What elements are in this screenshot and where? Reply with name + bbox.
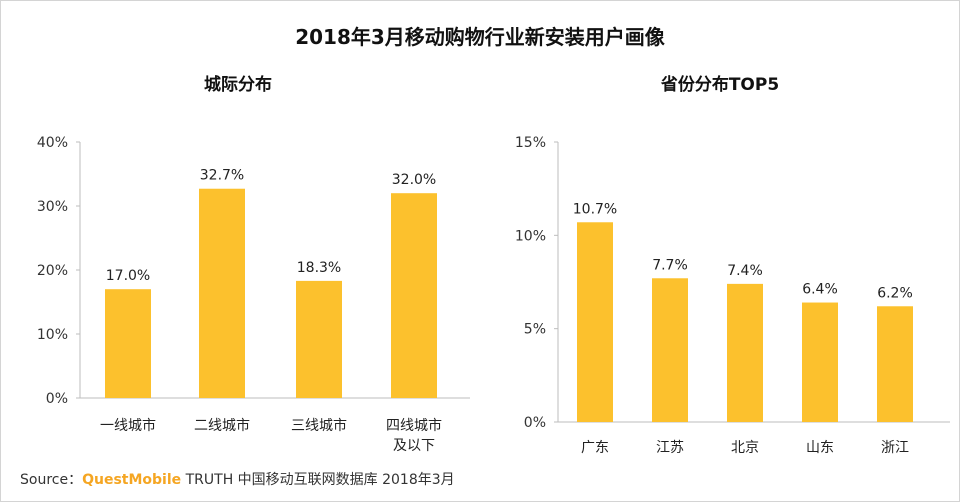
bar xyxy=(802,303,838,422)
category-label: 山东 xyxy=(806,440,834,456)
source-note: Source：QuestMobile TRUTH 中国移动互联网数据库 2018… xyxy=(20,469,455,489)
data-label: 6.2% xyxy=(877,285,913,301)
bar xyxy=(296,281,342,398)
data-label: 7.4% xyxy=(727,263,763,279)
source-detail: TRUTH 中国移动互联网数据库 2018年3月 xyxy=(186,472,455,488)
source-prefix: Source： xyxy=(20,472,82,488)
data-label: 32.0% xyxy=(392,172,436,188)
bar xyxy=(105,289,151,398)
y-tick-label: 10% xyxy=(515,228,546,244)
y-tick-label: 0% xyxy=(46,391,68,407)
y-tick-label: 30% xyxy=(37,199,68,215)
data-label: 6.4% xyxy=(802,282,838,298)
source-brand-questmobile: QuestMobile xyxy=(82,472,181,488)
bar xyxy=(727,284,763,422)
category-label: 广东 xyxy=(581,440,609,456)
category-label: 一线城市 xyxy=(100,417,156,434)
data-label: 17.0% xyxy=(106,268,150,284)
category-label: 北京 xyxy=(731,440,759,456)
category-label: 三线城市 xyxy=(291,417,347,434)
y-tick-label: 5% xyxy=(524,322,546,338)
province-top5-chart: 省份分布TOP5 0% 5% 10% 15% 10.7% 广东 7.7% 江苏 7.4% 北京 6.4… xyxy=(480,0,960,460)
category-label: 江苏 xyxy=(656,440,684,456)
y-tick-label: 0% xyxy=(524,415,546,431)
y-tick-label: 15% xyxy=(515,135,546,151)
category-label: 二线城市 xyxy=(194,417,250,434)
data-label: 18.3% xyxy=(297,260,341,276)
bar xyxy=(199,189,245,398)
data-label: 7.7% xyxy=(652,257,688,273)
bar xyxy=(391,193,437,398)
chart-title: 城际分布 xyxy=(204,74,272,95)
bar xyxy=(877,306,913,422)
category-label: 四线城市及以下 xyxy=(386,417,442,454)
y-tick-label: 10% xyxy=(37,327,68,343)
bar xyxy=(652,278,688,422)
chart-title: 省份分布TOP5 xyxy=(660,74,779,95)
y-tick-label: 20% xyxy=(37,263,68,279)
y-tick-label: 40% xyxy=(37,135,68,151)
category-label: 浙江 xyxy=(881,440,909,456)
data-label: 10.7% xyxy=(573,201,617,217)
data-label: 32.7% xyxy=(200,168,244,184)
bar xyxy=(577,222,613,422)
city-distribution-chart: 城际分布 0% 10% 20% 30% 40% 17.0% 一线城市 32.7% 二线城市 18.3… xyxy=(0,0,480,460)
